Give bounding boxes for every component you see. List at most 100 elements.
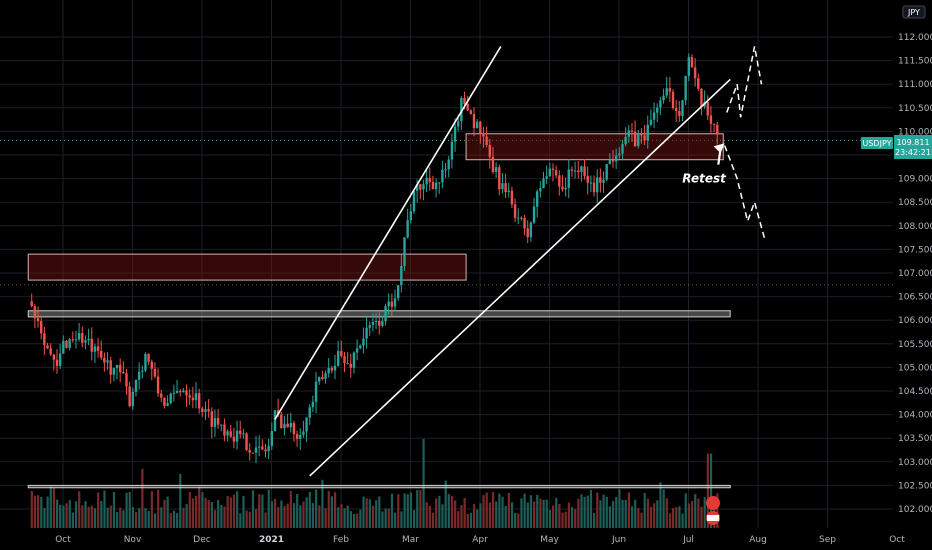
volume-bar [311, 503, 315, 529]
symbol-text: USDJPY [863, 139, 892, 148]
volume-bar [646, 498, 649, 529]
volume-bar [542, 499, 545, 529]
candle-body [652, 112, 656, 120]
indicator-icons[interactable] [706, 496, 720, 525]
candle-body [368, 325, 371, 328]
volume-bar [469, 512, 473, 529]
candle-body [450, 141, 454, 160]
volume-bar [706, 453, 709, 529]
candle-body [62, 340, 65, 354]
candle-body [507, 190, 510, 193]
volume-bar [665, 498, 668, 529]
retest-annotation: Retest [682, 143, 727, 186]
volume-bar [239, 513, 242, 529]
volume-bar [324, 508, 327, 529]
volume-bar [93, 508, 97, 529]
volume-bar [305, 497, 308, 529]
candle-body [314, 381, 318, 402]
volume-bar [375, 500, 378, 529]
candle-body [586, 175, 589, 183]
volume-bar [611, 501, 615, 529]
time-axis[interactable]: Oct Nov Dec 2021 Feb Mar Apr May Jun Jul Aug Sep Oct [0, 528, 932, 550]
volume-bar [690, 500, 694, 529]
candle-body [532, 206, 536, 223]
volume-bar [422, 439, 425, 529]
volume-bar [545, 499, 548, 529]
candle-body [716, 124, 719, 134]
candle-body [194, 393, 198, 401]
volume-bar [608, 506, 612, 529]
volume-bar [273, 498, 277, 529]
price-axis[interactable]: 102.000 102.500 103.000 103.500 104.000 104.5… [893, 0, 932, 550]
x-tick-label: Mar [402, 535, 419, 545]
projection-paths [723, 46, 766, 241]
candle-body [343, 356, 346, 364]
candle-body [599, 177, 602, 183]
volume-bar [280, 500, 283, 529]
volume-bar [296, 493, 299, 529]
volume-bar [605, 496, 608, 529]
volume-bar [586, 495, 589, 529]
volume-bar [533, 501, 536, 529]
volume-bar [299, 505, 302, 529]
candle-body [457, 121, 460, 127]
y-tick-label: 102.000 [898, 505, 932, 515]
candle-body [419, 184, 422, 190]
volume-bar [599, 500, 602, 529]
y-tick-label: 106.500 [898, 293, 932, 303]
volume-bar [548, 509, 552, 529]
candle-body [137, 371, 141, 380]
candle-body [526, 228, 529, 238]
candle-body [109, 360, 112, 375]
volume-bar [520, 498, 523, 529]
volume-bar [551, 505, 555, 529]
candle-body [659, 100, 662, 108]
volume-bar [52, 487, 56, 529]
volume-bar [523, 493, 526, 529]
volume-bar [412, 510, 416, 529]
volume-bar [495, 501, 498, 529]
candle-body [333, 365, 337, 371]
indicator-icon[interactable] [706, 496, 720, 510]
volume-bar [40, 496, 43, 529]
y-tick-label: 107.500 [898, 245, 932, 255]
candle-body [573, 170, 577, 172]
volume-bar [466, 513, 469, 529]
volume-bar [488, 502, 491, 529]
volume-bar [172, 510, 176, 529]
y-tick-label: 102.500 [898, 481, 932, 491]
candle-body [529, 222, 533, 238]
candle-body [510, 190, 514, 205]
candle-body [422, 184, 425, 190]
candle-body [567, 169, 570, 188]
candle-body [517, 217, 520, 219]
x-tick-label: Jun [611, 535, 626, 545]
volume-bar [653, 503, 656, 529]
volume-bar [236, 491, 239, 529]
volume-bar [558, 504, 561, 529]
candle-body [191, 397, 195, 401]
candle-body [349, 363, 352, 368]
volume-bar [416, 490, 419, 529]
candle-body [254, 447, 258, 453]
volume-bar [302, 501, 305, 529]
volume-bar [122, 510, 125, 529]
candle-body [125, 373, 128, 387]
volume-bar [194, 495, 198, 529]
candle-body [324, 373, 327, 379]
candle-body [649, 119, 653, 125]
volume-bar [567, 502, 570, 529]
volume-bar [330, 496, 334, 529]
volume-bar [425, 502, 428, 529]
volume-bar [463, 498, 466, 529]
volume-bar [55, 499, 59, 529]
candle-body [596, 177, 599, 193]
currency-label: JPY [907, 8, 920, 17]
volume-bar [346, 505, 349, 529]
candle-body [709, 115, 713, 124]
candle-body [633, 131, 637, 147]
candle-body [346, 363, 349, 365]
volume-bar [450, 495, 454, 529]
volume-bar [684, 493, 687, 529]
